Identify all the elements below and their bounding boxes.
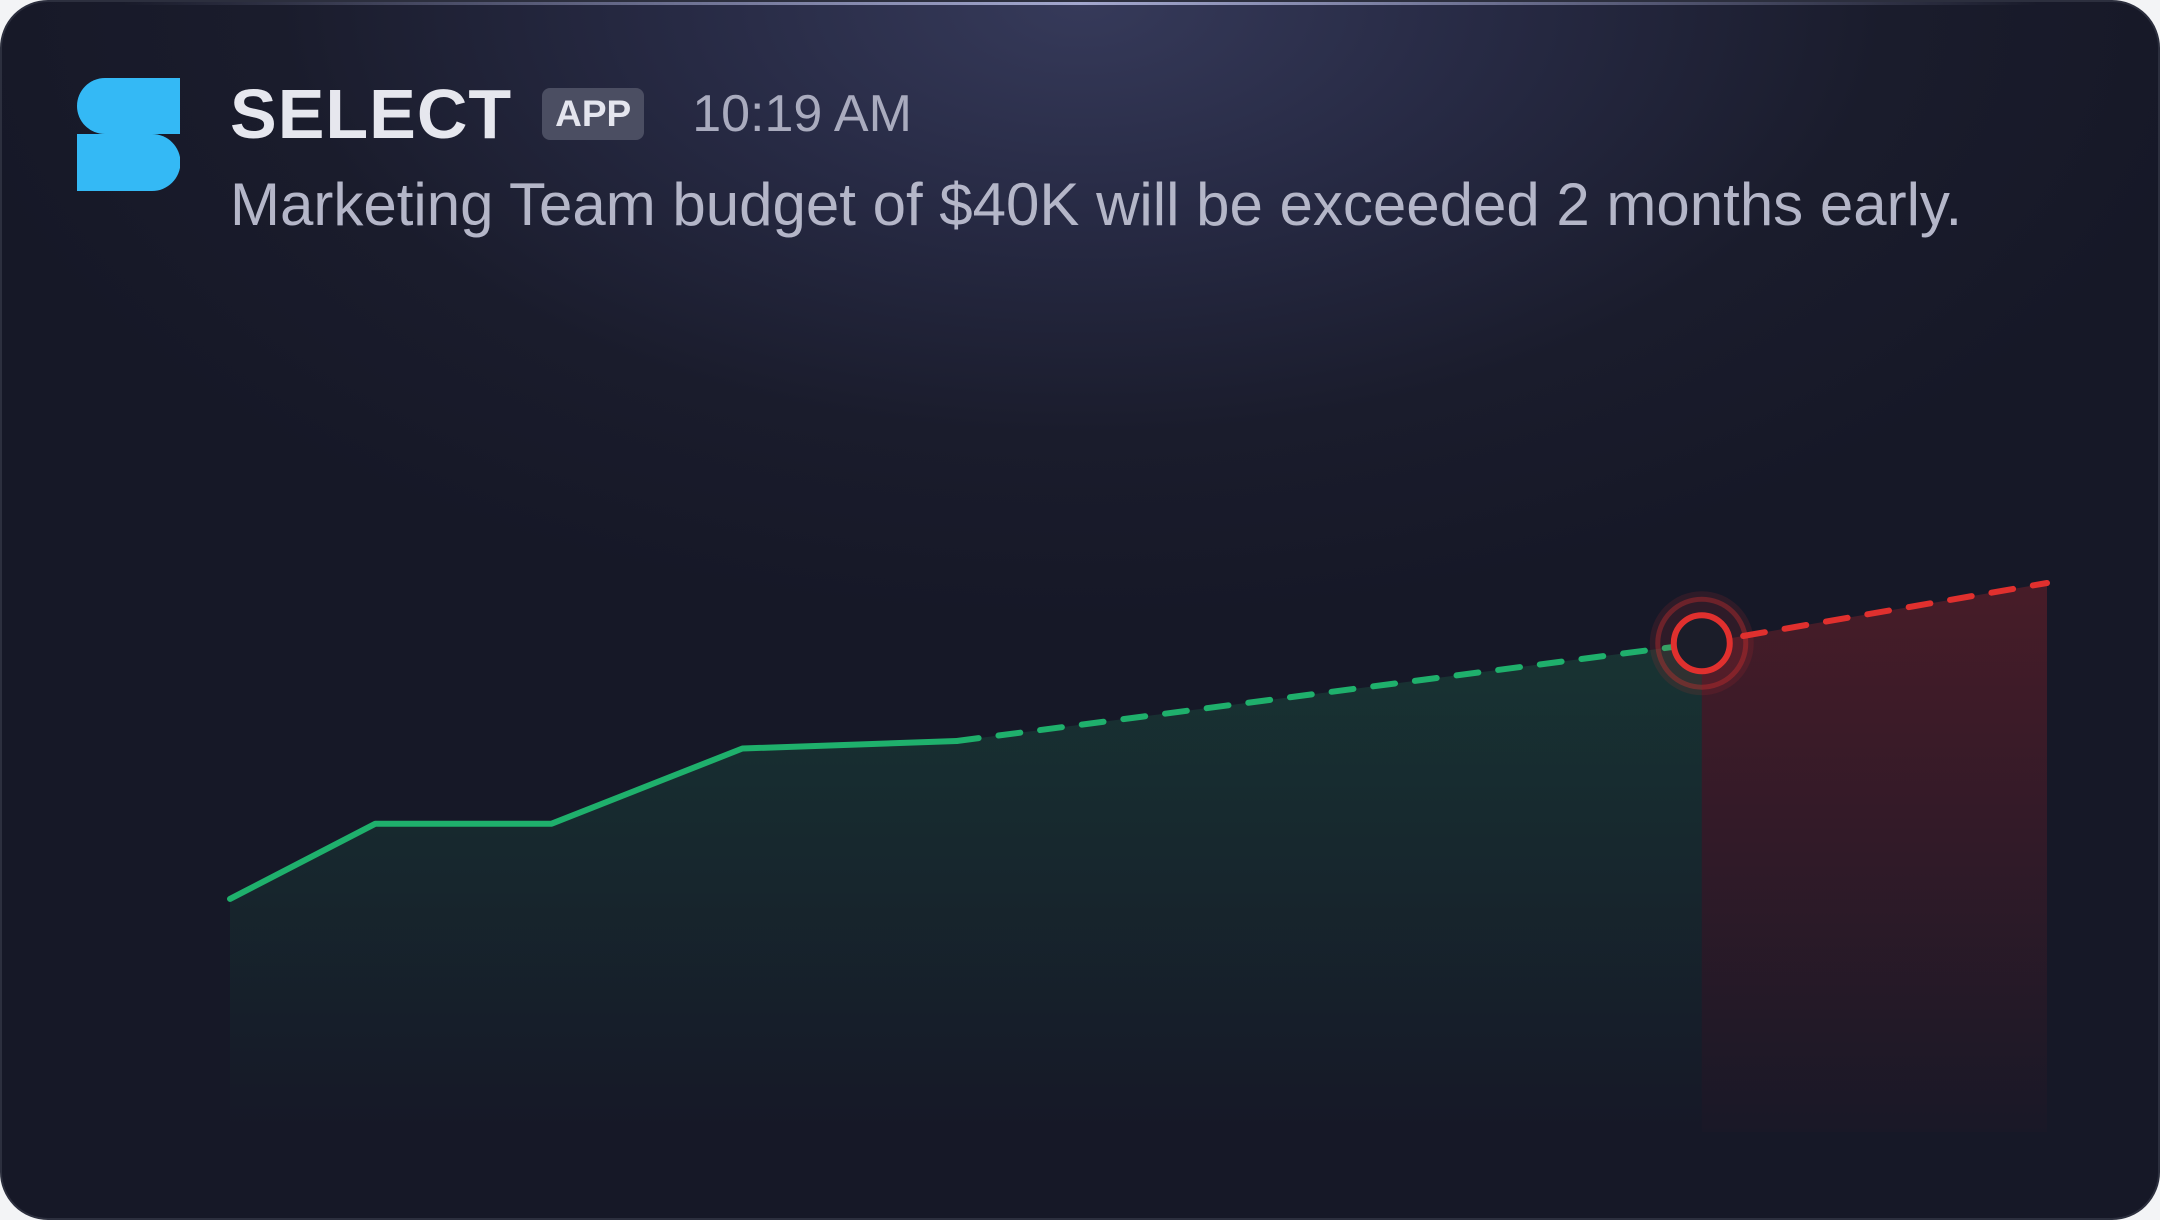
marker-outer-ring bbox=[1655, 596, 1749, 690]
actual-spend-line bbox=[227, 738, 960, 902]
forecast-spend-line bbox=[953, 640, 1705, 744]
card-top-highlight bbox=[122, 2, 2038, 5]
select-logo-icon bbox=[77, 78, 180, 191]
budget-exceeded-marker bbox=[1670, 612, 1733, 675]
logo-bottom-shape bbox=[77, 134, 180, 191]
message-text: Marketing Team budget of $40K will be ex… bbox=[230, 171, 1963, 238]
app-name[interactable]: SELECT bbox=[230, 75, 513, 153]
timestamp[interactable]: 10:19 AM bbox=[692, 85, 912, 143]
actual-area-fill bbox=[230, 643, 1702, 1132]
logo-top-shape bbox=[77, 78, 180, 134]
overrun-area-fill bbox=[1701, 583, 2047, 1132]
message-header: SELECT APP 10:19 AM bbox=[230, 74, 912, 154]
overrun-forecast-line bbox=[1698, 580, 2050, 647]
app-badge: APP bbox=[542, 88, 645, 140]
